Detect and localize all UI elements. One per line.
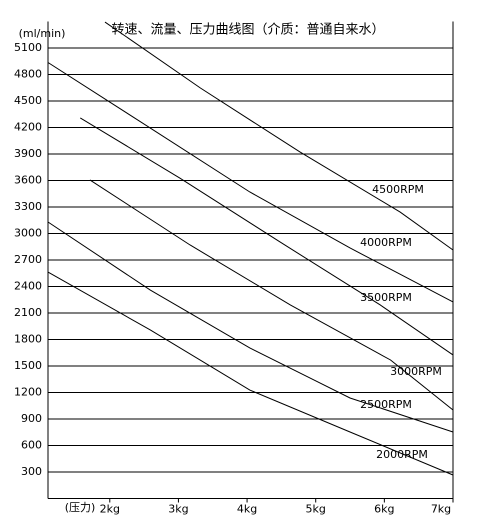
y-tick-label: 3000 [14, 227, 42, 240]
series-label: 3500RPM [360, 291, 412, 304]
series-line [89, 179, 454, 411]
series-label: 2500RPM [360, 398, 412, 411]
series-label: 4500RPM [372, 183, 424, 196]
y-tick-label: 1800 [14, 333, 42, 346]
y-tick-label: 1200 [14, 386, 42, 399]
y-tick-label: 4500 [14, 94, 42, 107]
series-label: 2000RPM [376, 448, 428, 461]
y-tick-label: 3900 [14, 147, 42, 160]
y-tick-label: 3600 [14, 174, 42, 187]
series-line [47, 221, 454, 433]
x-tick-label: 5kg [306, 503, 326, 516]
chart-title: 转速、流量、压力曲线图（介质：普通自来水） [111, 23, 384, 38]
y-tick-label: 4800 [14, 68, 42, 81]
x-tick-label: 7kg [431, 503, 451, 516]
series-line [80, 117, 454, 356]
y-tick-label: 4200 [14, 121, 42, 134]
x-tick-label: 3kg [168, 503, 188, 516]
x-tick-label: 4kg [237, 503, 257, 516]
y-tick-label: 2700 [14, 253, 42, 266]
y-tick-label: 1500 [14, 359, 42, 372]
y-tick-label: 5100 [14, 41, 42, 54]
x-axis-label: (压力) [65, 501, 96, 514]
series-label: 3000RPM [390, 365, 442, 378]
series-line [104, 21, 454, 251]
y-tick-label: 300 [21, 465, 42, 478]
y-tick-label: 2400 [14, 280, 42, 293]
x-tick-label: 6kg [374, 503, 394, 516]
x-tick-label: 2kg [100, 503, 120, 516]
series-label: 4000RPM [360, 236, 412, 249]
y-tick-label: 900 [21, 412, 42, 425]
series-line [47, 271, 454, 476]
y-tick-label: 600 [21, 439, 42, 452]
y-axis-label: (ml/min) [19, 27, 66, 40]
y-tick-label: 3300 [14, 200, 42, 213]
series-line [47, 62, 454, 303]
y-tick-label: 2100 [14, 306, 42, 319]
